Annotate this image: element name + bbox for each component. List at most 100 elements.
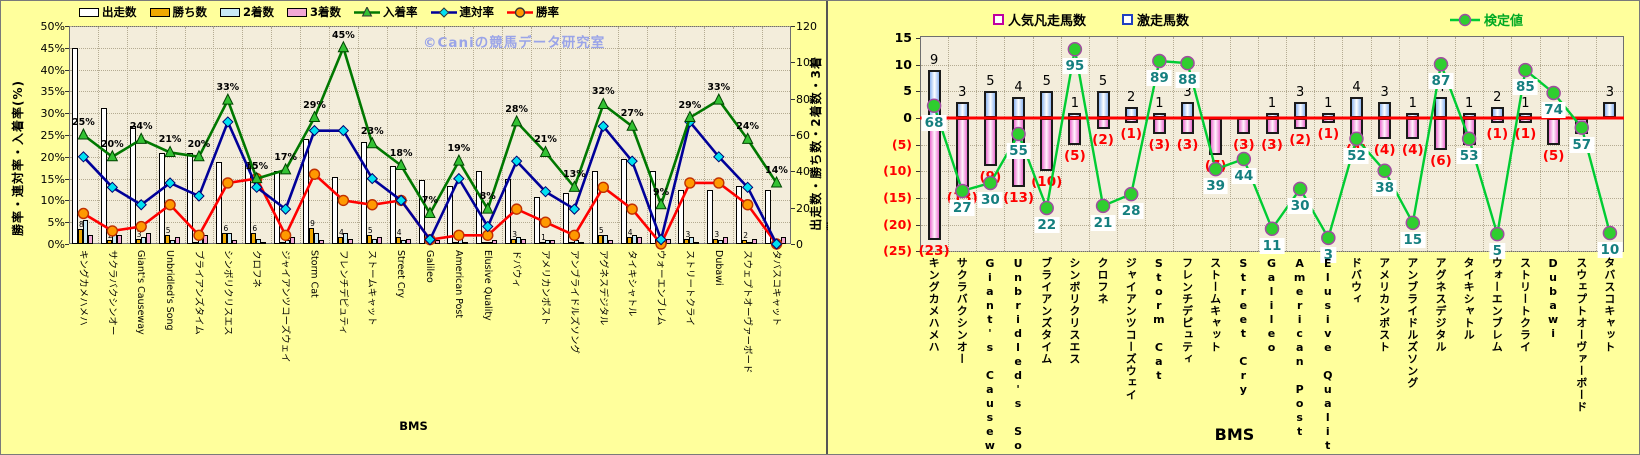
test-value-label: 95 <box>1062 58 1088 75</box>
wins-count-label: 8 <box>79 220 84 230</box>
axis-tick <box>791 171 795 173</box>
test-value-label: 27 <box>949 199 975 216</box>
y-axis-tick-label: (25) <box>883 243 912 259</box>
axis-tick <box>916 197 920 199</box>
x-category-label: ウォーエンブレム <box>1490 257 1504 353</box>
test-value-label: 44 <box>1231 168 1257 184</box>
x-category-label: Galileo <box>424 250 435 283</box>
x-category-label: Street Cry <box>1236 257 1250 397</box>
axis-tick <box>65 26 69 27</box>
x-category-label: タイキシャトル <box>1462 257 1476 341</box>
y-axis-tick-label: 40% <box>40 63 65 77</box>
surge-count-label: 1 <box>1155 95 1164 111</box>
gridline <box>1539 37 1541 251</box>
secondary-y-axis-tick-label: 20 <box>796 201 810 215</box>
x-category-label: Unbridled's Song <box>1011 257 1025 455</box>
surge-count-label: 1 <box>1324 95 1333 111</box>
gridline <box>921 171 1623 173</box>
top3-rate-value-label: 9% <box>652 186 670 198</box>
top3-rate-value-label: 15% <box>245 160 269 172</box>
bar-surge-count <box>1181 102 1195 118</box>
axis-tick <box>791 244 795 245</box>
x-category-label: Elusive Quality <box>1321 257 1335 455</box>
gridline <box>126 27 128 243</box>
legend-item-出走数: 出走数 <box>79 4 137 20</box>
flop-count-label: (5) <box>1064 147 1086 164</box>
bar-flop-count <box>927 118 941 241</box>
bar-flop-count <box>1181 118 1195 134</box>
axis-tick <box>916 251 920 253</box>
legend-item-入着率: 入着率 <box>354 4 418 20</box>
bar-surge-count <box>927 70 941 118</box>
secondary-y-axis-tick-label: 60 <box>796 129 810 142</box>
wins-count-label: 1 <box>454 233 460 243</box>
y-axis-tick-label: 30% <box>40 107 65 121</box>
gridline <box>70 69 790 71</box>
bar-surge-count <box>1378 102 1392 118</box>
test-value-label: 28 <box>1118 203 1144 220</box>
x-category-label: Storm Cat <box>1152 257 1166 383</box>
bar-flop-count <box>1518 118 1532 124</box>
bar-thirds <box>694 242 699 245</box>
test-value-label: 68 <box>921 114 947 131</box>
axis-tick <box>65 113 69 115</box>
x-category-label: ブライアンズタイム <box>1039 257 1053 365</box>
surge-count-label: 4 <box>1352 79 1361 95</box>
bar-flop-count <box>1490 118 1504 124</box>
y-axis-tick-label: 25% <box>40 129 65 142</box>
bar-thirds <box>435 240 440 244</box>
flop-count-label: (9) <box>979 168 1002 185</box>
top3-rate-value-label: 18% <box>389 147 413 159</box>
bar-starts <box>187 153 193 244</box>
legend-label: 3着数 <box>310 5 342 19</box>
wins-count-label: 2 <box>107 231 113 241</box>
x-category-label: サクラバクシンオー <box>955 257 969 365</box>
legend-item-2着数: 2着数 <box>220 4 274 20</box>
bar-surge-count <box>983 91 997 118</box>
x-category-label: アグネスデジタル <box>1433 257 1447 353</box>
x-category-label: クロフネ <box>250 250 262 289</box>
bar-surge-count <box>1012 96 1026 118</box>
bar-flop-count <box>1575 118 1589 134</box>
bar-starts <box>72 47 78 244</box>
y-axis-tick-label: 50% <box>40 20 65 33</box>
gridline <box>97 27 99 243</box>
right-x-axis-title: BMS <box>1214 425 1255 444</box>
x-category-label: シンボリクリスエス <box>221 250 233 336</box>
bar-thirds <box>88 234 93 244</box>
legend-item-3着数: 3着数 <box>287 4 341 20</box>
wins-count-label: 5 <box>367 225 373 235</box>
top3-rate-value-label: 27% <box>620 108 644 120</box>
top3-rate-value-label: 21% <box>158 134 182 146</box>
test-value-label: 10 <box>1597 242 1623 259</box>
axis-tick <box>916 64 920 66</box>
axis-tick <box>65 222 69 224</box>
top3-rate-value-label: 29% <box>303 99 326 111</box>
flop-count-label: (23) <box>918 243 950 260</box>
wins-count-label: 1 <box>194 233 200 243</box>
gridline <box>733 27 735 243</box>
bar-thirds <box>175 236 180 244</box>
flop-count-label: (10) <box>1031 174 1063 191</box>
bar-flop-count <box>1124 118 1138 124</box>
legend-bar-swatch <box>79 7 99 17</box>
bar-thirds <box>781 236 786 244</box>
axis-tick <box>65 156 69 158</box>
gridline <box>502 27 504 243</box>
bar-thirds <box>723 236 728 244</box>
bar-thirds <box>406 238 411 244</box>
test-value-label: 53 <box>1456 147 1482 164</box>
axis-tick <box>916 224 920 226</box>
x-category-label: Dubawi <box>1546 257 1560 341</box>
bar-thirds <box>521 238 526 244</box>
wins-count-label: 4 <box>396 227 402 237</box>
secondary-y-axis-tick-label: 80 <box>796 92 810 106</box>
gridline <box>675 27 677 243</box>
axis-tick <box>65 178 69 180</box>
gridline <box>921 224 1623 226</box>
axis-tick <box>916 144 920 146</box>
x-category-label: Giant's Causeway <box>983 257 997 455</box>
x-category-label: Street Cry <box>395 250 407 299</box>
top3-rate-value-label: 21% <box>534 134 557 146</box>
